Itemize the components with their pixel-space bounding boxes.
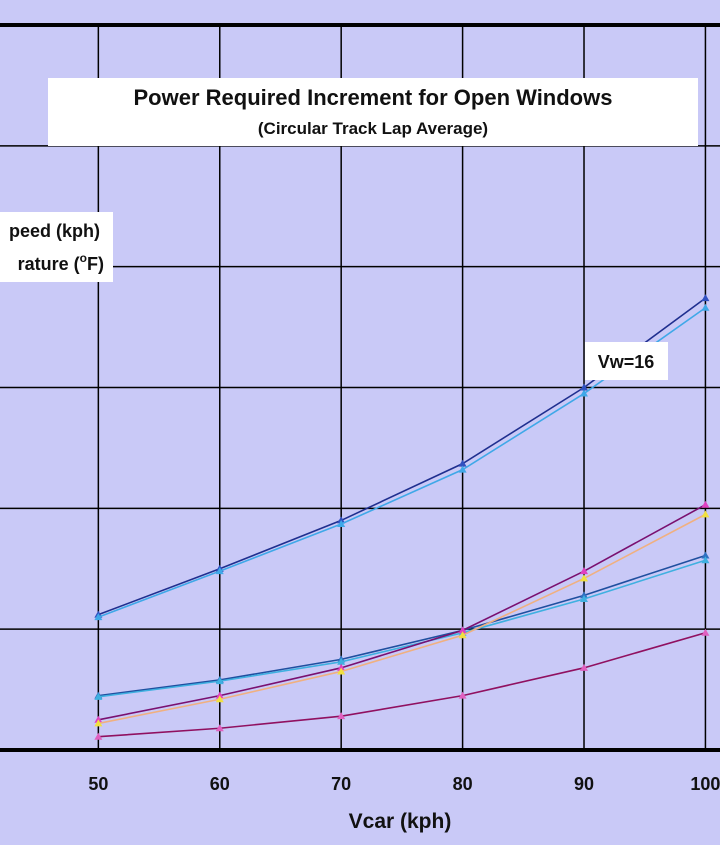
data-point (337, 516, 346, 524)
title-box (48, 78, 698, 146)
data-point (580, 389, 589, 397)
annotation: Vw=16 (598, 352, 655, 372)
data-point (580, 663, 589, 671)
data-point (94, 613, 103, 621)
data-point (580, 591, 589, 599)
data-point (94, 719, 103, 727)
data-point (701, 556, 710, 564)
series-line (98, 513, 706, 725)
data-point (458, 465, 467, 473)
x-axis-label: Vcar (kph) (349, 810, 452, 833)
data-point (94, 732, 103, 740)
legend-text: o (80, 251, 87, 265)
data-point (701, 303, 710, 311)
series-line (98, 559, 706, 698)
data-point (215, 691, 224, 699)
data-point (94, 715, 103, 723)
lines (94, 294, 710, 740)
data-point (215, 567, 224, 575)
data-point (701, 294, 710, 302)
x-tick-label: 80 (453, 774, 473, 794)
x-tick-labels: 50 60 70 80 90 100 (88, 774, 720, 794)
series-line (98, 504, 706, 721)
x-tick-label: 90 (574, 774, 594, 794)
legend-text: rature (oF) (18, 251, 104, 274)
data-point (215, 677, 224, 685)
data-point (215, 695, 224, 703)
data-point (337, 663, 346, 671)
data-point (458, 459, 467, 467)
data-point (701, 510, 710, 518)
data-point (337, 667, 346, 675)
data-point (337, 520, 346, 528)
data-point (94, 692, 103, 700)
data-point (580, 383, 589, 391)
series-line (98, 554, 706, 697)
data-point (701, 551, 710, 559)
data-point (458, 691, 467, 699)
data-point (458, 626, 467, 634)
data-point (580, 574, 589, 582)
data-point (337, 712, 346, 720)
data-point (458, 631, 467, 639)
data-point (701, 628, 710, 636)
x-tick-label: 100 (690, 774, 720, 794)
legend-text: F) (87, 254, 104, 274)
data-point (580, 567, 589, 575)
x-tick-label: 60 (210, 774, 230, 794)
x-tick-label: 50 (88, 774, 108, 794)
data-point (337, 657, 346, 665)
series-line (98, 632, 706, 738)
x-tick-label: 70 (331, 774, 351, 794)
annotation-box (585, 342, 668, 380)
data-point (701, 500, 710, 508)
legend-text: rature ( (18, 254, 80, 274)
data-point (215, 724, 224, 732)
legend-text: peed (kph) (9, 221, 100, 241)
chart-title: Power Required Increment for Open Window… (134, 85, 613, 110)
legend-box (0, 212, 113, 282)
chart-subtitle: (Circular Track Lap Average) (258, 119, 488, 138)
data-point (580, 594, 589, 602)
